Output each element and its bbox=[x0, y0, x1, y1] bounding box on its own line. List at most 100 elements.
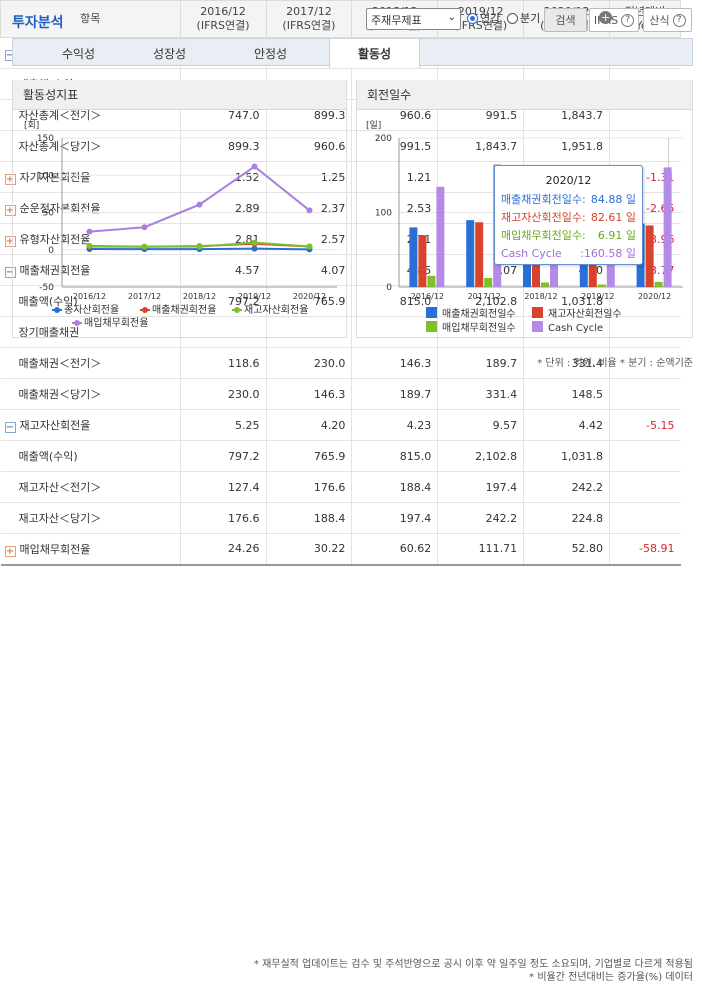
table-cell: 1,951.8 bbox=[523, 130, 610, 162]
legend-label[interactable]: 총자산회전율 bbox=[64, 304, 119, 316]
table-cell: 4.57 bbox=[179, 254, 266, 286]
tooltip-value: :160.58 일 bbox=[580, 247, 636, 260]
y-tick-label: 50 bbox=[43, 209, 55, 219]
row-label-cell[interactable]: − 재고자산회전율 bbox=[0, 409, 181, 441]
table-cell bbox=[609, 440, 681, 472]
formula-button[interactable]: 산식? bbox=[643, 8, 692, 32]
tooltip-label: 매출채권회전일수: bbox=[501, 193, 586, 206]
search-button[interactable]: 검색 bbox=[544, 8, 587, 32]
data-point[interactable] bbox=[251, 163, 258, 170]
table-cell: 1,031.8 bbox=[523, 440, 610, 472]
data-point[interactable] bbox=[141, 224, 148, 231]
bar[interactable] bbox=[541, 282, 549, 287]
tooltip-label: Cash Cycle bbox=[501, 247, 562, 260]
data-point[interactable] bbox=[251, 239, 258, 246]
collapse-icon[interactable]: − bbox=[4, 422, 16, 433]
table-cell: 815.0 bbox=[351, 285, 438, 317]
tooltip-value: 6.91 일 bbox=[597, 229, 636, 242]
table-cell: 1.21 bbox=[351, 161, 438, 193]
row-label-cell[interactable]: − 매출채권회전율 bbox=[0, 254, 181, 286]
table-cell: 2,102.8 bbox=[437, 440, 524, 472]
expand-icon[interactable]: + bbox=[4, 236, 16, 247]
bar[interactable] bbox=[409, 227, 418, 287]
y-tick-label: 100 bbox=[37, 171, 54, 181]
row-label: 재고자산＜전기＞ bbox=[18, 481, 102, 494]
data-point[interactable] bbox=[196, 201, 203, 208]
data-point[interactable] bbox=[86, 228, 93, 235]
table-cell: 4.42 bbox=[523, 409, 610, 441]
table-cell: 2.53 bbox=[351, 192, 438, 224]
row-label: 매출액(수익) bbox=[18, 295, 78, 308]
table-row: 매출채권＜당기＞ 230.0 146.3 189.7 331.4 148.5 bbox=[0, 378, 681, 410]
bar[interactable] bbox=[663, 167, 672, 287]
x-tick-label: 2017/12 bbox=[128, 292, 161, 301]
legend-label[interactable]: 매입채무회전율 bbox=[84, 316, 148, 329]
data-point[interactable] bbox=[196, 243, 203, 250]
expand-icon[interactable]: + bbox=[4, 174, 16, 185]
legend-label[interactable]: 재고자산회전일수 bbox=[548, 308, 622, 320]
data-point[interactable] bbox=[306, 207, 313, 214]
table-cell: 4.20 bbox=[265, 409, 352, 441]
bar[interactable] bbox=[579, 253, 588, 287]
legend-label[interactable]: 재고자산회전율 bbox=[244, 304, 308, 316]
tab-growth[interactable]: 성장성 bbox=[152, 46, 187, 61]
table-cell bbox=[351, 316, 438, 348]
table-cell bbox=[609, 471, 681, 503]
table-cell: 24.26 bbox=[179, 533, 266, 566]
row-label-cell[interactable]: + 순운전자본회전율 bbox=[0, 192, 181, 224]
table-row: + 매입채무회전율 24.26 30.22 60.62 111.71 52.80 -58.91 bbox=[0, 533, 681, 566]
row-label-cell[interactable]: + 자기자본회전율 bbox=[0, 161, 181, 193]
row-label: 자산총계＜전기＞ bbox=[18, 109, 102, 122]
legend-label[interactable]: Cash Cycle bbox=[548, 323, 603, 334]
bar[interactable] bbox=[427, 275, 436, 287]
ifrs-button[interactable]: IFRS? bbox=[589, 8, 639, 32]
x-tick-label: 2020/12 bbox=[293, 292, 326, 301]
legend-label[interactable]: 매입채무회전일수 bbox=[442, 321, 516, 334]
table-row: 재고자산＜당기＞ 176.6 188.4 197.4 242.2 224.8 bbox=[0, 502, 681, 534]
table-cell: 765.9 bbox=[265, 285, 352, 317]
bar[interactable] bbox=[436, 186, 445, 287]
x-tick-label: 2016/12 bbox=[73, 292, 106, 301]
table-cell: 60.62 bbox=[351, 533, 438, 566]
row-label: 장기매출채권 bbox=[18, 326, 80, 339]
radio-quarter[interactable]: 분기 bbox=[507, 10, 540, 26]
tab-profitability[interactable]: 수익성 bbox=[61, 46, 96, 61]
report-type-select[interactable]: 주재무제표 ⌄ bbox=[366, 8, 461, 30]
bar[interactable] bbox=[654, 281, 663, 287]
legend-label[interactable]: 매출채권회전율 bbox=[152, 304, 216, 316]
tab-stability[interactable]: 안정성 bbox=[253, 46, 288, 61]
bar[interactable] bbox=[588, 258, 597, 287]
expand-plus-icon[interactable]: + bbox=[599, 11, 613, 24]
data-point[interactable] bbox=[306, 243, 313, 250]
column-header-label: 항목 bbox=[80, 12, 101, 25]
data-point[interactable] bbox=[141, 243, 148, 250]
bar[interactable] bbox=[645, 225, 654, 287]
data-point[interactable] bbox=[86, 242, 93, 249]
bar[interactable] bbox=[484, 277, 493, 287]
radio-annual[interactable]: 연간 bbox=[467, 10, 500, 26]
table-cell bbox=[609, 285, 681, 317]
collapse-icon[interactable]: − bbox=[4, 267, 16, 278]
turnover-days-title: 회전일수 bbox=[357, 80, 692, 110]
expand-icon[interactable]: + bbox=[4, 205, 16, 216]
column-header-label: 2016/12 bbox=[200, 5, 246, 18]
footnote-2: * 비율간 전년대비는 증가율(%) 데이터 bbox=[529, 972, 693, 983]
bar[interactable] bbox=[418, 235, 427, 287]
bar[interactable] bbox=[466, 220, 475, 287]
table-cell: 52.80 bbox=[523, 533, 610, 566]
legend-marker-dot bbox=[234, 307, 240, 313]
row-label: 재고자산회전율 bbox=[19, 419, 91, 432]
expand-icon[interactable]: + bbox=[4, 545, 16, 557]
table-cell: 189.7 bbox=[437, 347, 524, 379]
bar[interactable] bbox=[475, 222, 484, 287]
data-point[interactable] bbox=[251, 245, 258, 252]
table-cell: 230.0 bbox=[179, 378, 266, 410]
tab-activity[interactable]: 활동성 bbox=[329, 38, 420, 68]
legend-marker-dot bbox=[54, 307, 60, 313]
row-label-cell[interactable]: + 매입채무회전율 bbox=[0, 533, 181, 566]
row-label-cell: 재고자산＜전기＞ bbox=[0, 471, 181, 503]
bar[interactable] bbox=[597, 284, 606, 287]
legend-label[interactable]: 매출채권회전일수 bbox=[442, 308, 516, 320]
y-tick-label: 100 bbox=[375, 209, 392, 219]
